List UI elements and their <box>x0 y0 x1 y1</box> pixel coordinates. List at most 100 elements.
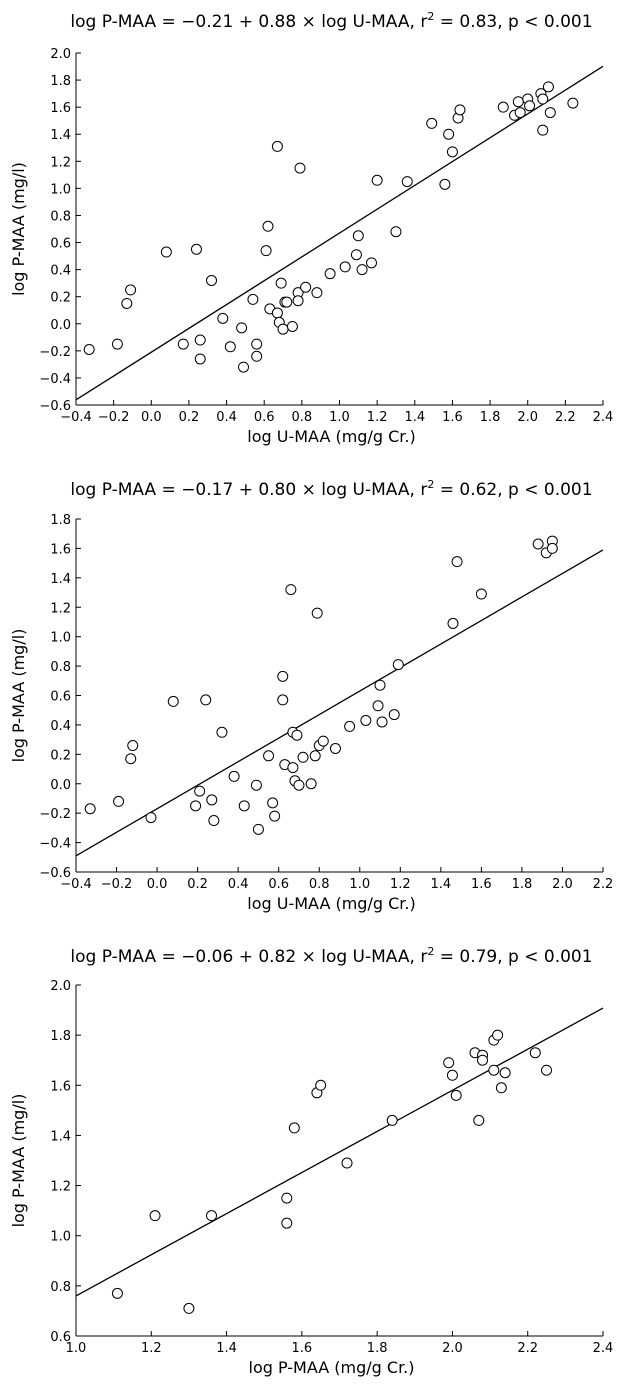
data-point <box>324 268 336 280</box>
data-point <box>492 1029 504 1041</box>
data-point <box>250 779 262 791</box>
data-point <box>238 800 250 812</box>
data-point <box>267 797 279 809</box>
data-point <box>271 140 283 152</box>
y-tick-label: 1.6 <box>50 1079 71 1094</box>
y-tick-label: 1.2 <box>50 1180 71 1195</box>
x-tick-label: −0.4 <box>60 410 92 425</box>
y-tick-label: 1.4 <box>50 128 71 143</box>
data-point <box>311 287 323 299</box>
data-point <box>224 341 236 353</box>
y-tick-label: −0.6 <box>39 399 71 414</box>
y-tick-label: −0.4 <box>39 837 71 852</box>
y-tick-label: 1.4 <box>50 572 71 587</box>
y-tick-label: 1.0 <box>50 631 71 646</box>
data-point <box>317 735 329 747</box>
y-tick-label: −0.2 <box>39 345 71 360</box>
data-point <box>113 795 125 807</box>
x-tick-label: 2.2 <box>555 410 576 425</box>
data-point <box>374 679 386 691</box>
data-point <box>477 1054 489 1066</box>
data-point <box>454 104 466 116</box>
data-point <box>473 1114 485 1126</box>
data-point <box>339 261 351 273</box>
data-point <box>206 1210 218 1222</box>
x-tick-label: 1.4 <box>404 410 425 425</box>
x-tick-label: 2.2 <box>593 877 614 892</box>
data-point <box>269 810 281 822</box>
data-point <box>291 729 303 741</box>
data-point <box>194 334 206 346</box>
x-tick-label: 1.4 <box>216 1341 237 1356</box>
data-point <box>542 81 554 93</box>
y-axis-label: log P-MAA (mg/l) <box>9 629 28 763</box>
data-point <box>329 742 341 754</box>
data-point <box>356 264 368 276</box>
x-tick-label: 2.0 <box>552 877 573 892</box>
data-point <box>514 107 526 119</box>
x-axis-label: log P-MAA (mg/g Cr.) <box>249 1358 415 1377</box>
x-tick-label: −0.2 <box>98 410 130 425</box>
chart-title: log P-MAA = −0.17 + 0.80 × log U-MAA, r2… <box>70 478 592 500</box>
x-tick-label: 0.8 <box>309 877 330 892</box>
y-tick-label: 0.4 <box>50 719 71 734</box>
data-point <box>443 128 455 140</box>
chart-title-main: log P-MAA = −0.06 + 0.82 × log U-MAA, r <box>70 947 427 967</box>
data-point <box>288 1122 300 1134</box>
x-tick-label: 1.2 <box>141 1341 162 1356</box>
data-point <box>251 338 263 350</box>
data-point <box>262 220 274 232</box>
data-point <box>512 96 524 108</box>
scatter-panel: log P-MAA = −0.17 + 0.80 × log U-MAA, r2… <box>9 478 613 913</box>
x-tick-label: 1.6 <box>442 410 463 425</box>
regression-line <box>75 65 604 401</box>
y-tick-label: 1.2 <box>50 155 71 170</box>
data-point <box>251 350 263 362</box>
data-point <box>277 694 289 706</box>
data-point <box>183 1302 195 1314</box>
y-tick-label: −0.4 <box>39 372 71 387</box>
data-point <box>532 538 544 550</box>
x-tick-label: 0.6 <box>254 410 275 425</box>
x-tick-label: 1.0 <box>66 1341 87 1356</box>
data-point <box>145 812 157 824</box>
data-point <box>83 343 95 355</box>
data-point <box>529 1047 541 1059</box>
data-point <box>125 284 137 296</box>
y-tick-label: 1.0 <box>50 182 71 197</box>
chart-title-main: log P-MAA = −0.21 + 0.88 × log U-MAA, r <box>70 12 427 32</box>
data-point <box>287 762 299 774</box>
x-axis-label: log U-MAA (mg/g Cr.) <box>247 894 415 913</box>
data-point <box>371 174 383 186</box>
x-tick-label: 0.0 <box>141 410 162 425</box>
data-point <box>311 607 323 619</box>
data-point <box>386 1114 398 1126</box>
y-tick-label: 1.0 <box>50 1230 71 1245</box>
data-point <box>376 716 388 728</box>
data-point <box>372 700 384 712</box>
x-tick-label: 1.2 <box>390 877 411 892</box>
chart-title-superscript: 2 <box>427 478 434 491</box>
x-tick-label: 1.8 <box>480 410 501 425</box>
y-tick-label: 0.6 <box>50 237 71 252</box>
x-tick-label: 0.4 <box>216 410 237 425</box>
data-point <box>275 277 287 289</box>
data-point <box>293 779 305 791</box>
data-point <box>450 1089 462 1101</box>
x-tick-label: 2.2 <box>517 1341 538 1356</box>
scatter-panel: log P-MAA = −0.21 + 0.88 × log U-MAA, r 2… <box>9 10 613 446</box>
x-tick-label: 0.2 <box>179 410 200 425</box>
y-tick-label: 2.0 <box>50 979 71 994</box>
data-point <box>537 93 549 105</box>
data-point <box>200 694 212 706</box>
x-tick-label: 0.8 <box>292 410 313 425</box>
x-tick-label: 1.6 <box>292 1341 313 1356</box>
x-tick-label: 2.0 <box>517 410 538 425</box>
data-point <box>341 1157 353 1169</box>
y-tick-label: −0.6 <box>39 866 71 881</box>
y-tick-label: 1.6 <box>50 101 71 116</box>
data-point <box>365 257 377 269</box>
data-point <box>305 778 317 790</box>
data-point <box>300 281 312 293</box>
